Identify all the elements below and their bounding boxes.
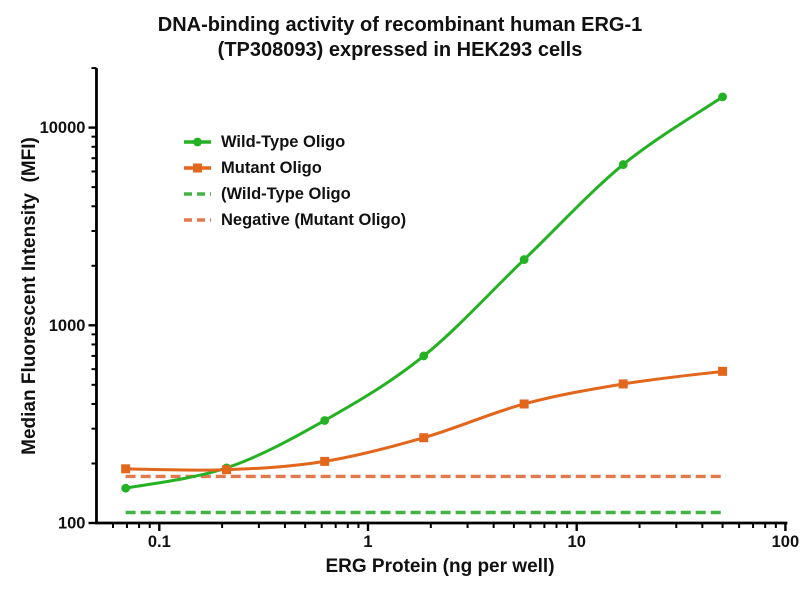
chart-title-line1: DNA-binding activity of recombinant huma… xyxy=(157,14,643,36)
data-point-wild-type-oligo xyxy=(618,160,628,169)
y-tick-label: 100 xyxy=(58,515,86,533)
data-point-mutant-oligo xyxy=(419,433,429,443)
legend-swatch-wild-type-oligo xyxy=(184,137,211,147)
data-point-wild-type-oligo xyxy=(519,255,529,264)
data-point-mutant-oligo xyxy=(618,379,628,389)
chart-title: DNA-binding activity of recombinant huma… xyxy=(0,13,800,63)
y-tick-label: 1000 xyxy=(49,317,86,335)
legend-swatch-wild-type-oligo xyxy=(184,192,211,196)
legend-label: (Wild-Type Oligo xyxy=(221,184,351,203)
data-point-wild-type-oligo xyxy=(419,351,429,361)
y-axis-label: Median Fluorescent Intensity (MFI) xyxy=(19,137,40,455)
chart-title-line2: (TP308093) expressed in HEK293 cells xyxy=(217,39,583,61)
y-tick-label: 10000 xyxy=(40,119,86,137)
legend-entry-wild-type-oligo: Wild-Type Oligo xyxy=(183,129,406,155)
curve-mutant-oligo xyxy=(125,369,723,472)
x-tick-label: 10 xyxy=(568,533,586,551)
data-point-mutant-oligo xyxy=(320,456,330,466)
data-point-mutant-oligo xyxy=(121,464,131,474)
data-point-mutant-oligo xyxy=(519,399,529,409)
data-point-wild-type-oligo xyxy=(121,483,131,493)
data-point-mutant-oligo xyxy=(718,366,728,376)
x-tick-label: 0.1 xyxy=(148,533,171,551)
legend-entry-wild-type-oligo: (Wild-Type Oligo xyxy=(183,181,406,207)
x-axis-label: ERG Protein (ng per well) xyxy=(325,556,555,577)
legend-entry-mutant-oligo: Mutant Oligo xyxy=(183,155,406,181)
x-tick-label: 1 xyxy=(363,533,372,551)
data-point-wild-type-oligo xyxy=(718,92,727,102)
legend-marker xyxy=(193,163,202,173)
data-point-mutant-oligo xyxy=(222,465,232,475)
legend-marker xyxy=(193,137,202,147)
legend: Wild-Type Oligo Mutant Oligo (Wild-Type Ol… xyxy=(183,129,406,233)
legend-swatch-mutant-oligo xyxy=(184,163,211,173)
legend-label: Negative (Mutant Oligo) xyxy=(221,210,407,229)
legend-entry-negative-mutant-oligo: Negative (Mutant Oligo) xyxy=(183,207,406,233)
data-point-wild-type-oligo xyxy=(320,416,330,425)
legend-label: Wild-Type Oligo xyxy=(221,132,346,151)
legend-swatch-negative-mutant-oligo xyxy=(184,218,211,222)
legend-label: Mutant Oligo xyxy=(221,158,322,177)
x-tick-label: 100 xyxy=(772,533,800,551)
